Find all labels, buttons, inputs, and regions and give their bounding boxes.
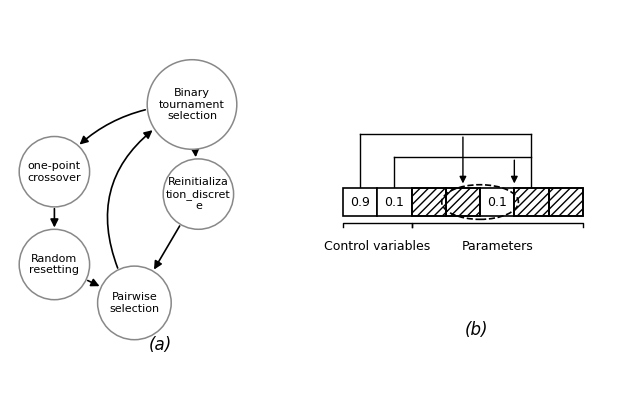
Circle shape <box>19 136 90 207</box>
Text: (a): (a) <box>148 336 172 354</box>
Circle shape <box>97 266 172 340</box>
Circle shape <box>147 60 237 149</box>
Circle shape <box>19 229 90 300</box>
Text: (b): (b) <box>465 321 488 339</box>
Bar <box>515 188 548 216</box>
Text: 0.1: 0.1 <box>487 196 507 209</box>
Text: Pairwise
selection: Pairwise selection <box>109 292 159 314</box>
Text: Reinitializa
tion_discret
e: Reinitializa tion_discret e <box>166 177 231 211</box>
Bar <box>412 188 446 216</box>
Bar <box>377 188 412 216</box>
Bar <box>548 188 583 216</box>
Text: Parameters: Parameters <box>461 240 533 253</box>
Text: Control variables: Control variables <box>324 240 430 253</box>
Bar <box>446 188 480 216</box>
Text: one-point
crossover: one-point crossover <box>28 161 81 182</box>
Bar <box>412 188 446 216</box>
Bar <box>480 188 515 216</box>
Text: 0.9: 0.9 <box>350 196 370 209</box>
Text: Random
resetting: Random resetting <box>29 254 79 275</box>
Bar <box>548 188 583 216</box>
Text: Binary
tournament
selection: Binary tournament selection <box>159 88 225 121</box>
Bar <box>343 188 377 216</box>
Text: 0.1: 0.1 <box>385 196 404 209</box>
Bar <box>446 188 480 216</box>
Bar <box>515 188 548 216</box>
Circle shape <box>163 159 234 229</box>
